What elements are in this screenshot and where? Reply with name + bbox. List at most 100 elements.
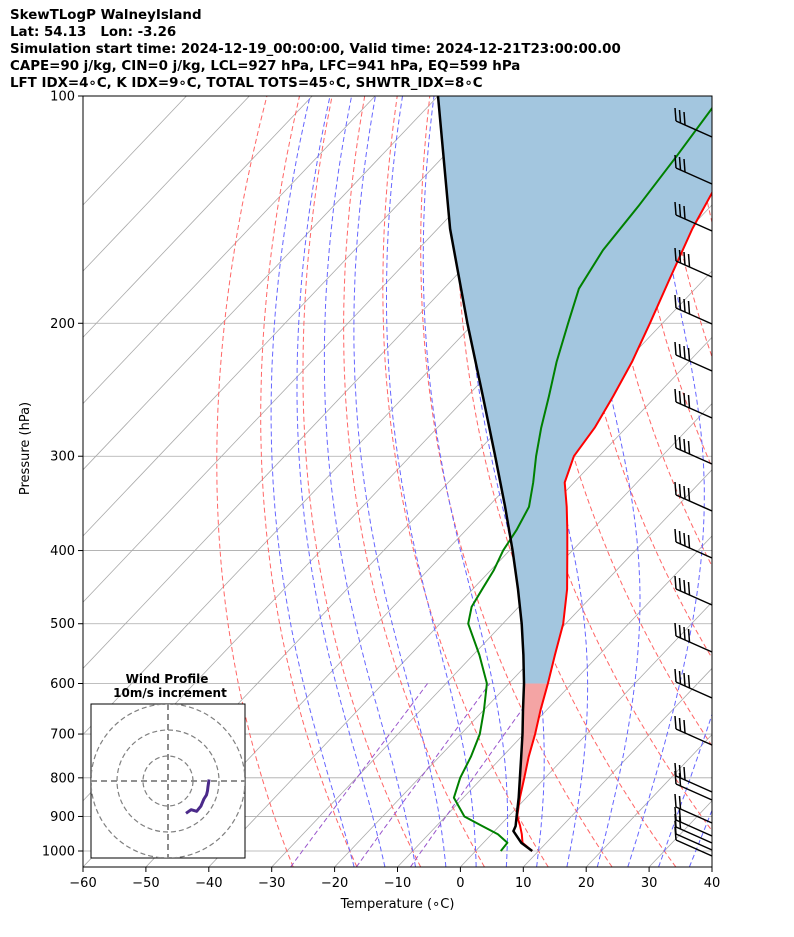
wind-barb-flag [684,299,685,312]
wind-barb-flag [684,393,685,406]
wind-barb-flag [680,204,681,217]
wind-barb-flag [675,771,676,784]
wind-barb-flag [689,582,690,595]
wind-barb-shaft [676,827,712,843]
wind-barb-flag [689,629,690,642]
wind-barb-flag [684,439,685,452]
wind-profile-title: Wind Profile [126,672,209,686]
wind-barb-flag [680,796,681,809]
x-tick-label: 30 [641,876,658,891]
moist-adiabat-line [271,96,354,867]
wind-barb-shaft [676,807,712,823]
wind-barb-flag [680,578,681,591]
dry-adiabat-line [788,96,794,867]
wind-barb-flag [675,248,676,261]
wind-barb-flag [689,488,690,501]
y-tick-label: 700 [50,728,75,743]
x-tick-label: −40 [195,876,222,891]
wind-barb-flag [675,529,676,542]
wind-barb-flag [680,157,681,170]
wind-barb-flag [680,773,681,786]
wind-barb-flag [675,623,676,636]
wind-profile-inset: Wind Profile10m/s increment [91,672,245,858]
y-tick-label: 400 [50,544,75,559]
wind-barb-shaft [676,636,712,652]
dry-adiabat-line [756,96,794,867]
wind-barb-shaft [676,784,712,800]
wind-barb-flag [675,202,676,215]
wind-barb-flag [680,671,681,684]
wind-barb-flag [675,342,676,355]
wind-barb-flag [684,720,685,733]
wind-barb-shaft [676,776,712,792]
x-tick-label: −30 [258,876,285,891]
wind-barb-flag [680,110,681,123]
wind-barb-flag [680,531,681,544]
mixing-ratio-line [291,684,428,868]
wind-barb-flag [675,108,676,121]
y-tick-label: 600 [50,677,75,692]
wind-barb-flag [684,533,685,546]
y-tick-label: 900 [50,810,75,825]
y-tick-label: 800 [50,771,75,786]
dry-adiabat-line [723,96,794,867]
wind-barb-flag [675,389,676,402]
moist-adiabat-line [354,96,446,867]
wind-barb-flag [684,159,685,172]
wind-profile-subtitle: 10m/s increment [113,686,227,700]
y-axis-label: Pressure (hPa) [18,402,33,495]
wind-barb-flag [689,395,690,408]
wind-barb-flag [689,254,690,267]
wind-barb-shaft [676,402,712,418]
wind-barb-flag [675,576,676,589]
wind-barb-flag [684,252,685,265]
wind-barb-flag [680,297,681,310]
wind-barb-flag [680,816,681,829]
y-tick-label: 100 [50,90,75,105]
x-tick-label: 10 [515,876,532,891]
wind-barb-flag [675,295,676,308]
wind-barb-flag [675,482,676,495]
x-axis-label: Temperature (∘C) [340,897,455,912]
x-tick-label: 40 [704,876,721,891]
wind-barb-flag [684,627,685,640]
wind-barb-flag [689,301,690,314]
y-tick-label: 500 [50,617,75,632]
isotherm-line [712,96,794,867]
wind-barb-flag [684,112,685,125]
wind-barb-flag [680,484,681,497]
wind-barb-flag [675,435,676,448]
wind-barb-flag [680,718,681,731]
wind-barb-flag [684,580,685,593]
wind-barb-flag [689,441,690,454]
x-tick-label: −20 [321,876,348,891]
y-tick-label: 300 [50,450,75,465]
moist-adiabat-line [297,96,385,867]
wind-barb-shaft [676,261,712,277]
dry-adiabat-line [261,96,357,867]
wind-barb-flag [680,344,681,357]
wind-barb-flag [684,767,685,780]
x-tick-label: −10 [384,876,411,891]
x-tick-label: −50 [132,876,159,891]
wind-barb-flag [689,675,690,688]
wind-barb-flag [689,348,690,361]
wind-barb-flag [680,625,681,638]
x-tick-label: 20 [578,876,595,891]
wind-barb-flag [680,391,681,404]
wind-barb-shaft [676,820,712,836]
wind-barb-shaft [676,355,712,371]
wind-barb-flag [680,437,681,450]
x-tick-label: −60 [69,876,96,891]
cape-cin-shading [438,96,784,796]
y-tick-label: 200 [50,317,75,332]
wind-barb-flag [680,250,681,263]
wind-barb-shaft [676,542,712,558]
wind-barb-flag [684,206,685,219]
wind-barb-flag [689,535,690,548]
wind-barb-flag [675,794,676,807]
wind-barb-flag [675,155,676,168]
wind-barb-flag [675,827,676,840]
cape-area [438,96,784,684]
